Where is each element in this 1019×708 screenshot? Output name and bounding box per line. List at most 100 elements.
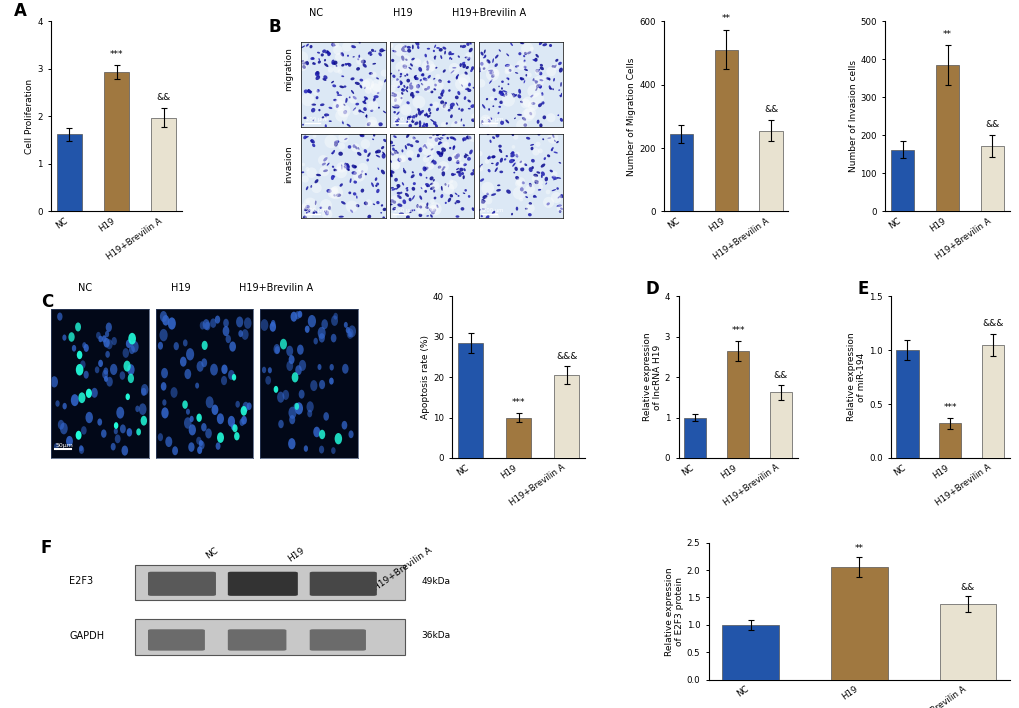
Ellipse shape bbox=[451, 67, 455, 69]
Circle shape bbox=[535, 142, 540, 147]
Ellipse shape bbox=[551, 189, 555, 191]
Circle shape bbox=[515, 180, 522, 187]
Ellipse shape bbox=[528, 213, 531, 217]
Circle shape bbox=[367, 101, 378, 111]
Ellipse shape bbox=[405, 145, 407, 149]
Ellipse shape bbox=[510, 42, 513, 46]
Ellipse shape bbox=[486, 133, 489, 135]
Circle shape bbox=[287, 438, 296, 450]
Ellipse shape bbox=[454, 96, 459, 99]
Ellipse shape bbox=[327, 52, 330, 56]
Ellipse shape bbox=[547, 137, 550, 139]
Ellipse shape bbox=[388, 203, 392, 205]
Circle shape bbox=[62, 403, 67, 409]
Circle shape bbox=[210, 319, 216, 328]
Circle shape bbox=[534, 69, 538, 74]
Ellipse shape bbox=[333, 169, 336, 171]
Circle shape bbox=[288, 355, 294, 364]
Ellipse shape bbox=[390, 187, 393, 189]
Ellipse shape bbox=[301, 45, 305, 48]
Ellipse shape bbox=[397, 158, 401, 162]
Circle shape bbox=[517, 160, 525, 168]
Ellipse shape bbox=[499, 120, 503, 125]
Circle shape bbox=[247, 402, 252, 410]
Circle shape bbox=[365, 200, 372, 206]
Ellipse shape bbox=[369, 72, 373, 75]
Circle shape bbox=[278, 420, 283, 428]
Ellipse shape bbox=[399, 76, 401, 77]
Ellipse shape bbox=[367, 215, 371, 219]
Circle shape bbox=[183, 417, 192, 429]
Bar bbox=[891, 150, 913, 212]
Ellipse shape bbox=[433, 55, 436, 59]
Ellipse shape bbox=[375, 155, 380, 157]
Circle shape bbox=[398, 156, 405, 162]
Circle shape bbox=[230, 423, 235, 430]
Ellipse shape bbox=[457, 91, 460, 95]
Circle shape bbox=[221, 376, 227, 385]
Ellipse shape bbox=[388, 152, 391, 154]
Circle shape bbox=[279, 338, 286, 350]
Ellipse shape bbox=[482, 195, 487, 199]
Ellipse shape bbox=[491, 211, 495, 215]
Ellipse shape bbox=[339, 86, 343, 88]
Ellipse shape bbox=[449, 137, 454, 139]
Ellipse shape bbox=[435, 133, 439, 136]
Circle shape bbox=[551, 64, 558, 70]
Ellipse shape bbox=[512, 93, 514, 98]
Ellipse shape bbox=[391, 94, 393, 96]
Ellipse shape bbox=[331, 166, 334, 168]
Circle shape bbox=[182, 401, 187, 409]
Circle shape bbox=[274, 346, 279, 354]
Ellipse shape bbox=[408, 157, 412, 161]
Ellipse shape bbox=[366, 114, 367, 118]
Text: C: C bbox=[41, 292, 53, 311]
Circle shape bbox=[534, 69, 540, 75]
Ellipse shape bbox=[340, 52, 343, 57]
Ellipse shape bbox=[407, 46, 411, 49]
Ellipse shape bbox=[417, 155, 419, 157]
Ellipse shape bbox=[559, 118, 562, 122]
Ellipse shape bbox=[368, 51, 372, 55]
Ellipse shape bbox=[481, 199, 485, 204]
Ellipse shape bbox=[358, 42, 361, 43]
Ellipse shape bbox=[306, 212, 308, 215]
Ellipse shape bbox=[427, 75, 430, 79]
Ellipse shape bbox=[391, 145, 394, 147]
Ellipse shape bbox=[557, 62, 561, 65]
Circle shape bbox=[161, 382, 166, 391]
Ellipse shape bbox=[304, 207, 309, 211]
Circle shape bbox=[58, 420, 64, 430]
Circle shape bbox=[390, 91, 403, 105]
Text: &&: && bbox=[763, 105, 777, 114]
Ellipse shape bbox=[492, 58, 493, 63]
Circle shape bbox=[78, 392, 86, 403]
Ellipse shape bbox=[403, 168, 405, 171]
Ellipse shape bbox=[479, 165, 481, 168]
Ellipse shape bbox=[415, 41, 419, 46]
Ellipse shape bbox=[358, 55, 360, 58]
Ellipse shape bbox=[382, 110, 386, 113]
Ellipse shape bbox=[318, 60, 321, 64]
Circle shape bbox=[430, 199, 434, 204]
Circle shape bbox=[102, 336, 107, 343]
Ellipse shape bbox=[504, 120, 508, 123]
Circle shape bbox=[387, 42, 393, 48]
Ellipse shape bbox=[390, 59, 394, 62]
Ellipse shape bbox=[500, 81, 503, 83]
Ellipse shape bbox=[544, 177, 547, 181]
Ellipse shape bbox=[504, 93, 506, 96]
Ellipse shape bbox=[465, 88, 469, 90]
Ellipse shape bbox=[540, 174, 542, 178]
Bar bbox=[980, 146, 1003, 212]
Ellipse shape bbox=[340, 64, 344, 67]
Ellipse shape bbox=[421, 83, 423, 86]
Ellipse shape bbox=[453, 155, 458, 159]
Ellipse shape bbox=[409, 115, 412, 118]
Ellipse shape bbox=[536, 120, 539, 124]
Circle shape bbox=[81, 360, 86, 369]
Text: 200 μm: 200 μm bbox=[482, 208, 502, 213]
Circle shape bbox=[319, 430, 325, 439]
Circle shape bbox=[68, 332, 74, 342]
Circle shape bbox=[429, 205, 435, 211]
